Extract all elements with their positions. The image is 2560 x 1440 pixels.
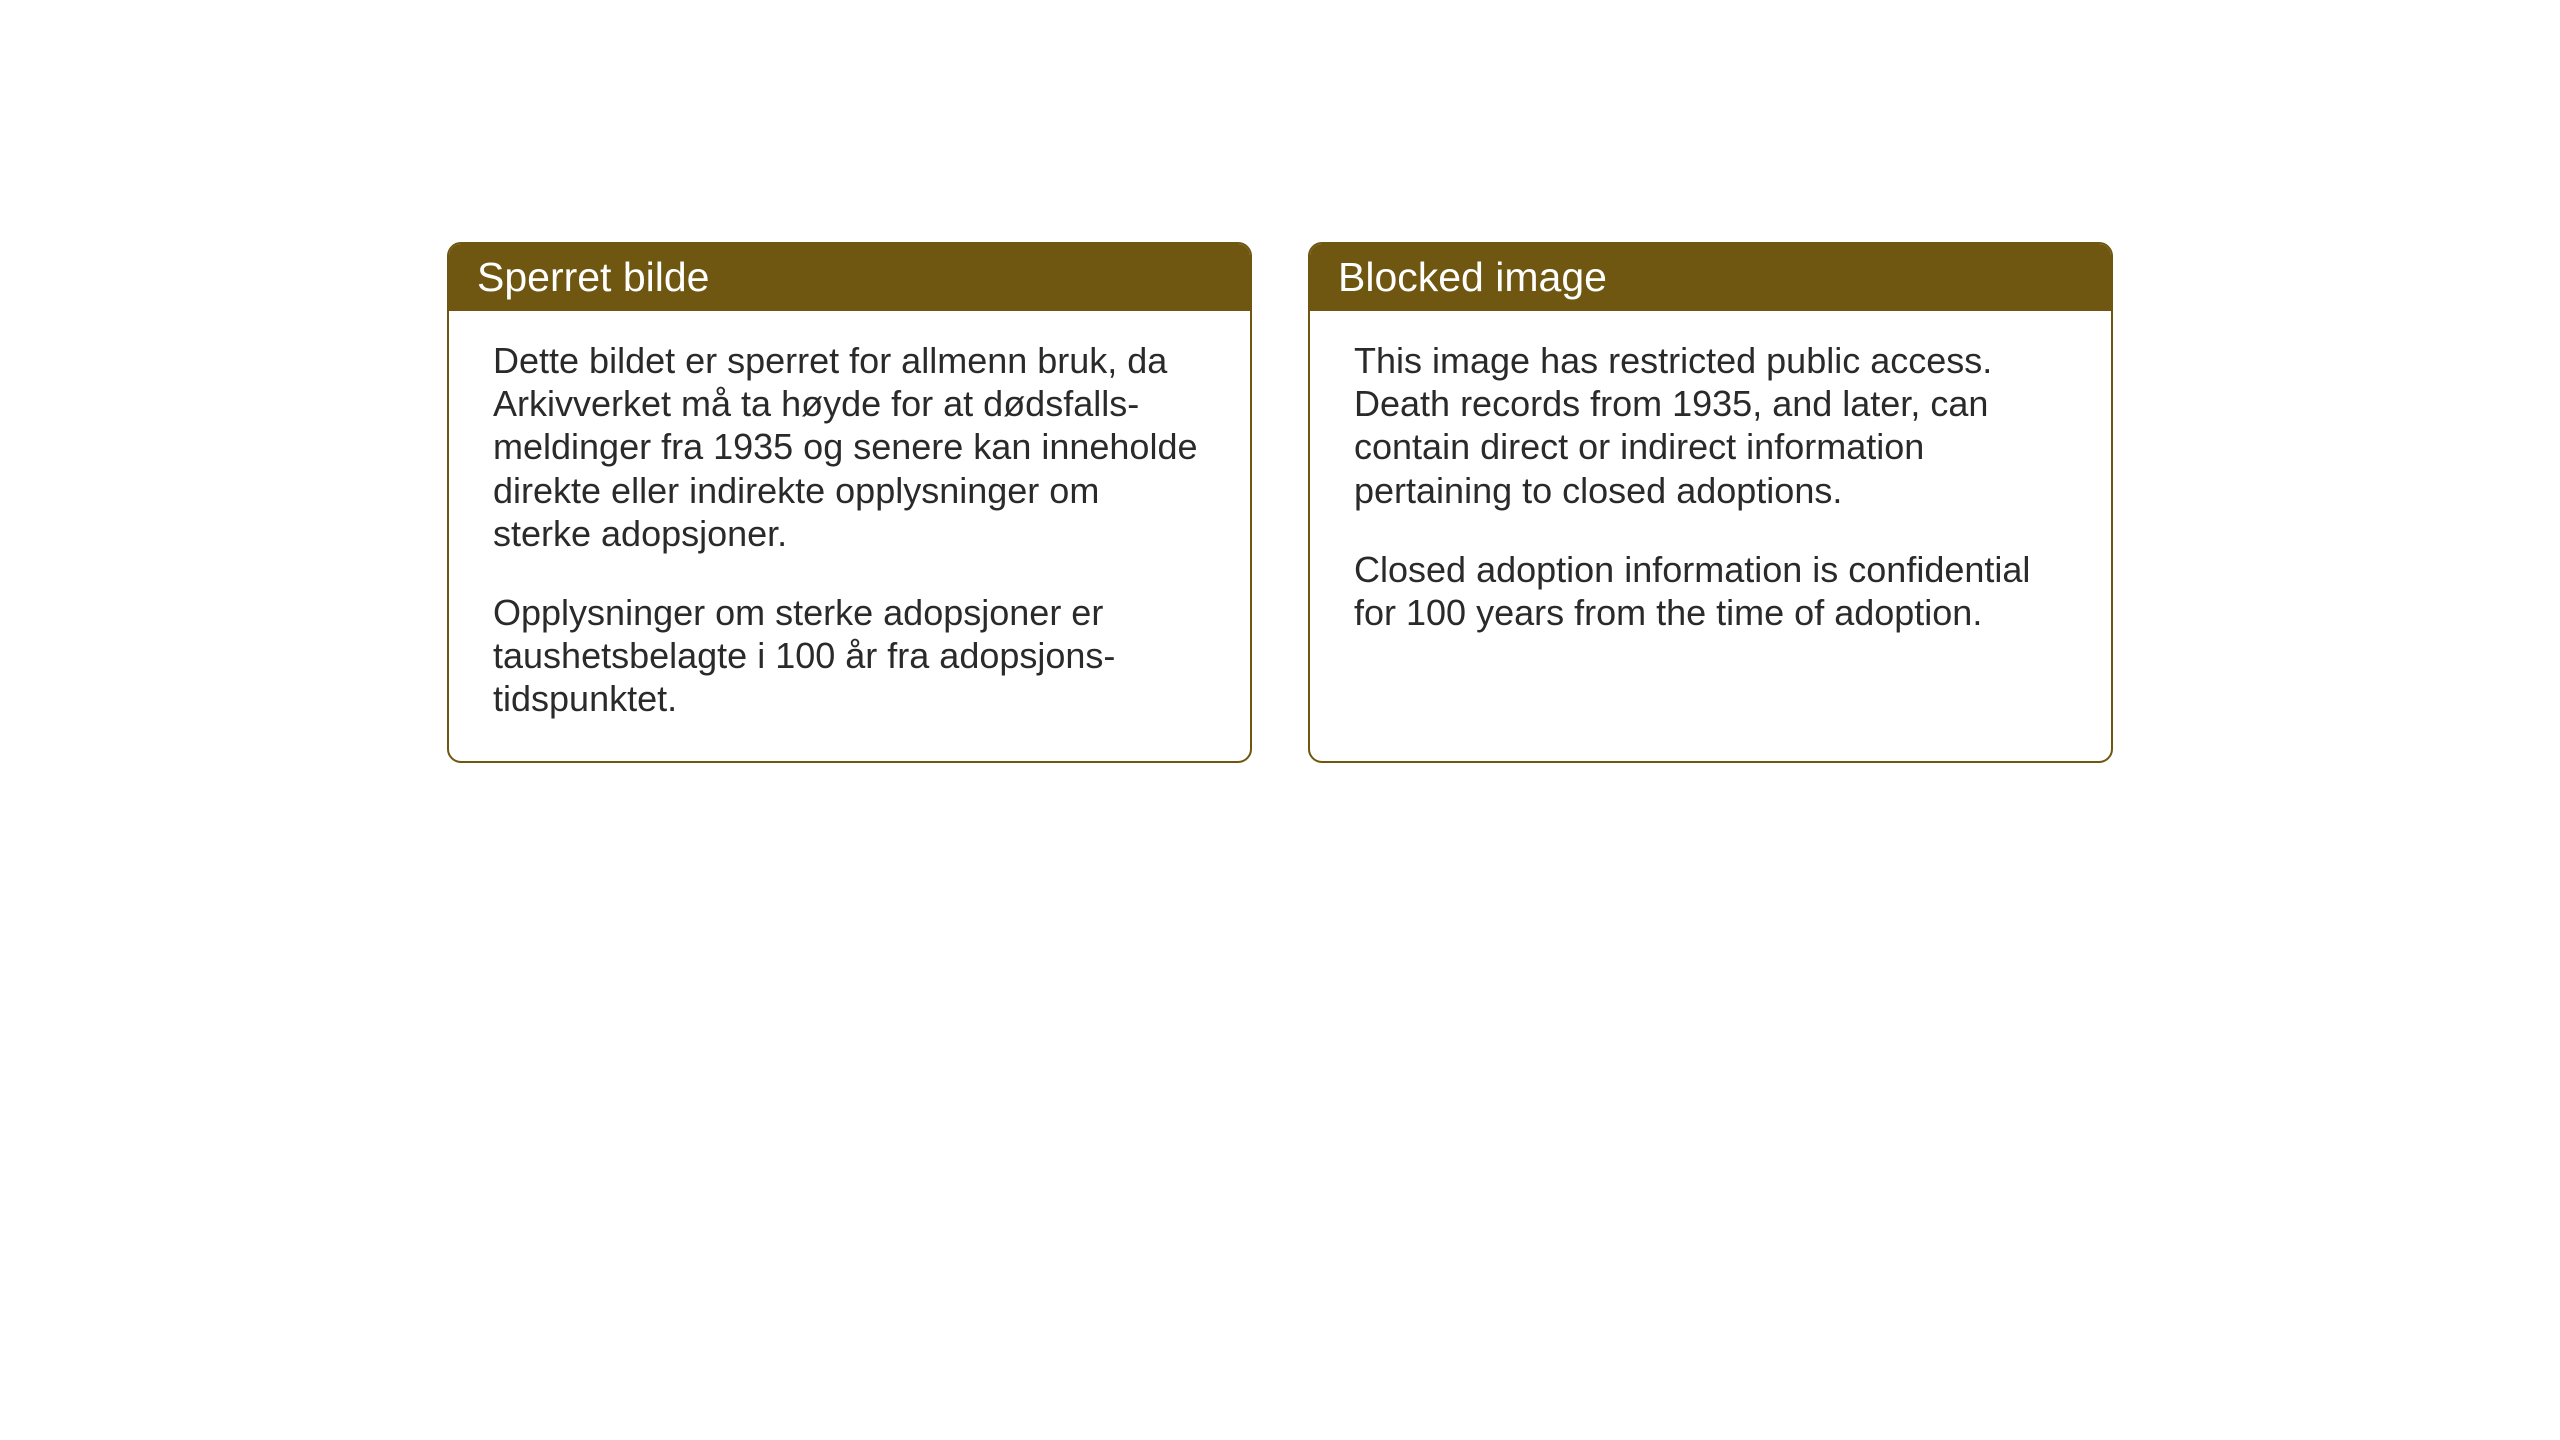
english-paragraph-2: Closed adoption information is confident…	[1354, 548, 2067, 634]
norwegian-paragraph-1: Dette bildet er sperret for allmenn bruk…	[493, 339, 1206, 555]
english-paragraph-1: This image has restricted public access.…	[1354, 339, 2067, 512]
norwegian-notice-title: Sperret bilde	[449, 244, 1250, 311]
norwegian-paragraph-2: Opplysninger om sterke adopsjoner er tau…	[493, 591, 1206, 721]
notice-container: Sperret bilde Dette bildet er sperret fo…	[447, 242, 2113, 763]
norwegian-notice-body: Dette bildet er sperret for allmenn bruk…	[449, 311, 1250, 761]
english-notice-body: This image has restricted public access.…	[1310, 311, 2111, 674]
norwegian-notice-box: Sperret bilde Dette bildet er sperret fo…	[447, 242, 1252, 763]
english-notice-box: Blocked image This image has restricted …	[1308, 242, 2113, 763]
english-notice-title: Blocked image	[1310, 244, 2111, 311]
